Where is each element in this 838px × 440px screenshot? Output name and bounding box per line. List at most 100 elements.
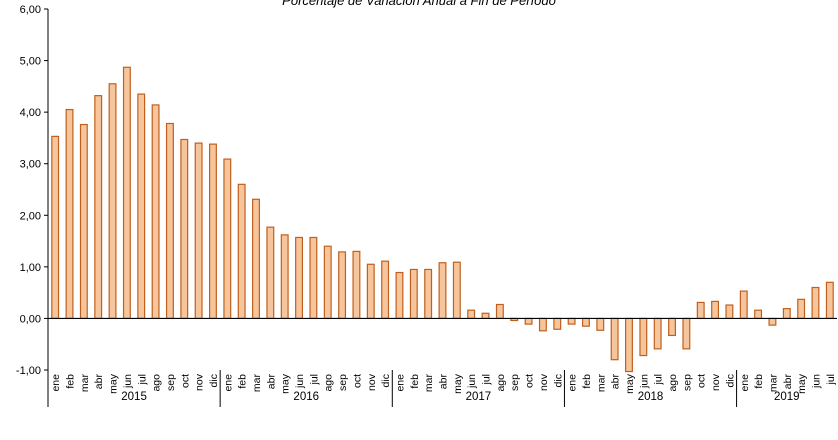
bar — [180, 138, 189, 320]
bar — [639, 317, 648, 357]
month-label: nov — [366, 373, 378, 391]
bar — [711, 300, 720, 320]
year-label: 2017 — [466, 391, 492, 403]
month-label: sep — [165, 374, 177, 391]
month-label: sep — [509, 374, 521, 391]
bar — [209, 143, 217, 320]
bar — [581, 317, 590, 327]
bar — [610, 317, 619, 361]
month-label: jun — [122, 374, 134, 389]
y-tick-label: 2,00 — [20, 210, 41, 222]
y-axis: -1,00 0,00 1,00 2,00 3,00 4,00 5,00 6,00 — [16, 4, 49, 377]
bar — [424, 268, 433, 320]
month-label: abr — [610, 374, 622, 390]
bar — [653, 317, 662, 350]
month-label: ago — [495, 374, 507, 392]
year-label: 2019 — [774, 391, 800, 403]
bar — [295, 236, 304, 320]
month-label: dic — [380, 374, 392, 387]
month-label: jun — [810, 374, 822, 389]
bar — [94, 95, 103, 320]
y-tick-label: 1,00 — [20, 262, 41, 274]
bar — [266, 226, 275, 320]
month-label: feb — [581, 374, 593, 389]
month-label: may — [108, 373, 120, 394]
bar — [108, 83, 117, 320]
month-label: sep — [681, 374, 693, 391]
bar — [252, 198, 260, 320]
chart-title: Porcentaje de Variación Anual a Fin de P… — [282, 0, 556, 8]
bar — [481, 312, 490, 320]
bar — [495, 303, 504, 320]
bar — [567, 317, 576, 325]
bar — [366, 263, 375, 320]
bar — [754, 309, 763, 320]
month-label: nov — [538, 373, 550, 391]
bar — [538, 317, 547, 332]
y-tick-label: 5,00 — [20, 56, 41, 68]
month-label: jul — [308, 374, 320, 386]
month-label: abr — [93, 374, 105, 390]
y-tick-label: -1,00 — [16, 365, 41, 377]
month-label: jul — [136, 374, 148, 386]
month-label: mar — [423, 374, 435, 393]
month-label: mar — [79, 374, 91, 393]
month-label: jun — [638, 374, 650, 389]
month-label: sep — [337, 374, 349, 391]
y-tick-label: 6,00 — [20, 4, 41, 16]
month-label: oct — [524, 374, 536, 388]
month-label: jun — [294, 374, 306, 389]
y-tick-label: 4,00 — [20, 107, 41, 119]
month-label: ene — [50, 374, 62, 392]
month-label: jul — [653, 374, 665, 386]
bar — [452, 261, 461, 320]
bar — [65, 108, 74, 320]
month-label: ago — [323, 374, 335, 392]
bar — [438, 262, 447, 320]
bar — [395, 271, 404, 320]
month-label: ene — [739, 374, 751, 392]
month-label: jul — [825, 374, 837, 386]
bar — [768, 317, 777, 326]
year-label: 2018 — [638, 391, 664, 403]
month-label: may — [452, 373, 464, 394]
bar — [596, 317, 605, 331]
bar — [223, 158, 232, 320]
month-label: dic — [208, 374, 220, 387]
month-label: mar — [595, 374, 607, 393]
bar — [668, 317, 676, 337]
bar — [409, 268, 418, 320]
bar — [79, 123, 88, 320]
month-label: mar — [767, 374, 779, 393]
bar — [625, 317, 633, 373]
bar — [352, 250, 361, 320]
month-label: ene — [567, 374, 579, 392]
bar — [194, 142, 203, 320]
bar — [696, 301, 705, 320]
month-label: jul — [481, 374, 493, 386]
bar — [825, 281, 834, 320]
bar — [682, 317, 691, 350]
month-label: may — [624, 373, 636, 394]
month-label: abr — [438, 374, 450, 390]
month-label: may — [796, 373, 808, 394]
bar — [381, 260, 390, 320]
month-label: abr — [782, 374, 794, 390]
bar — [811, 286, 820, 320]
bar — [524, 317, 533, 325]
month-label: dic — [724, 374, 736, 387]
month-label: feb — [753, 374, 765, 389]
bar — [739, 290, 748, 320]
year-label: 2015 — [121, 391, 147, 403]
bar — [797, 298, 806, 320]
month-label: oct — [351, 374, 363, 388]
bar — [467, 309, 476, 320]
month-label: feb — [409, 374, 421, 389]
month-label: mar — [251, 374, 263, 393]
x-axis: ene feb mar abr may jun jul ago sep oct nov dic ene f… — [47, 317, 837, 407]
bar — [151, 104, 160, 320]
month-label: ago — [667, 374, 679, 392]
month-label: oct — [179, 374, 191, 388]
month-label: dic — [552, 374, 564, 387]
month-label: oct — [696, 374, 708, 388]
